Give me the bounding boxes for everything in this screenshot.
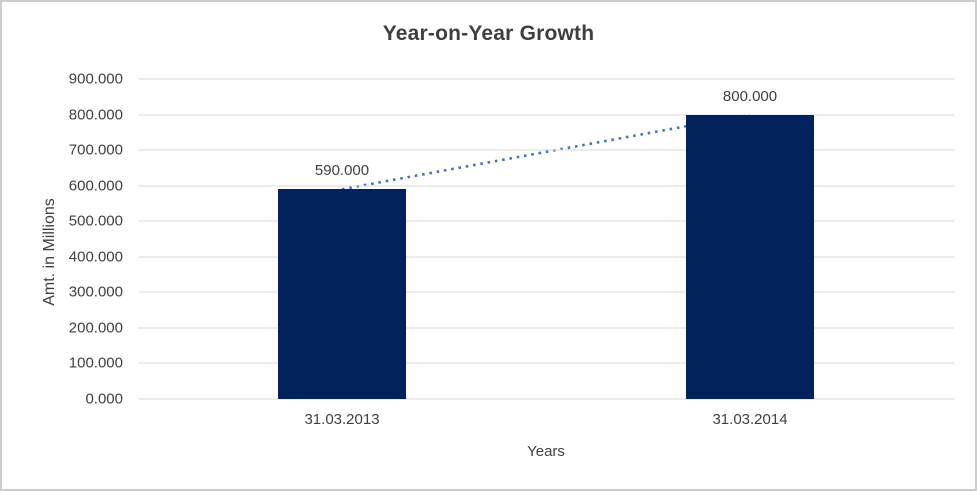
x-axis-ticks: 31.03.2013 31.03.2014 xyxy=(138,411,954,431)
chart-title: Year-on-Year Growth xyxy=(382,22,595,45)
gridline xyxy=(138,149,954,151)
plot-area: 590.000 800.000 xyxy=(138,78,954,400)
gridline xyxy=(138,398,954,400)
x-tick-label: 31.03.2014 xyxy=(712,411,788,428)
gridline xyxy=(138,220,954,222)
y-tick-label: 800.000 xyxy=(68,106,123,124)
y-tick-label: 200.000 xyxy=(68,319,123,337)
y-tick-label: 300.000 xyxy=(68,283,123,301)
y-tick-label: 100.000 xyxy=(68,354,123,372)
y-axis-ticks: 0.000 100.000 200.000 300.000 400.000 500.000… xyxy=(2,72,123,407)
y-tick-label: 600.000 xyxy=(68,177,123,195)
x-tick-label: 31.03.2013 xyxy=(304,411,380,428)
gridline xyxy=(138,78,954,80)
bar xyxy=(686,114,814,399)
bar xyxy=(278,189,406,399)
y-tick-label: 400.000 xyxy=(68,248,123,266)
bar-value-label: 800.000 xyxy=(722,87,778,105)
trendline xyxy=(341,113,751,191)
y-tick-label: 0.000 xyxy=(85,390,123,408)
gridline xyxy=(138,185,954,187)
y-tick-label: 700.000 xyxy=(68,141,123,159)
gridline xyxy=(138,362,954,364)
gridline xyxy=(138,256,954,258)
gridline xyxy=(138,327,954,329)
bar-value-label: 590.000 xyxy=(314,162,370,180)
y-tick-label: 500.000 xyxy=(68,212,123,230)
trendline-path xyxy=(341,113,751,191)
gridline xyxy=(138,114,954,116)
y-tick-label: 900.000 xyxy=(68,70,123,88)
gridline xyxy=(138,291,954,293)
x-axis-title: Years xyxy=(527,443,565,460)
